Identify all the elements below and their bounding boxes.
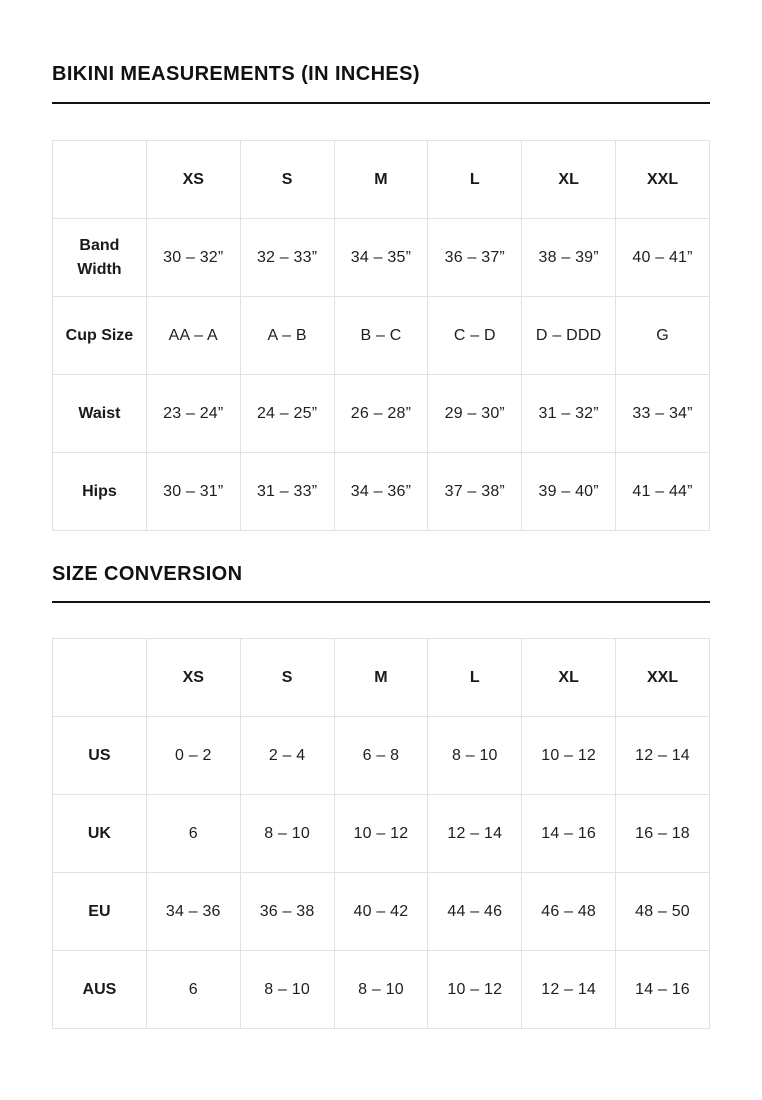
corner-cell xyxy=(52,638,147,717)
cell-value: 41 – 44” xyxy=(615,452,710,531)
cell-value: 8 – 10 xyxy=(239,950,335,1029)
column-header: M xyxy=(333,140,429,219)
cell-value: 2 – 4 xyxy=(239,716,335,795)
table-row: EU 34 – 36 36 – 38 40 – 42 44 – 46 46 – 48 48 … xyxy=(52,872,710,951)
row-label: UK xyxy=(52,794,147,873)
cell-value: 8 – 10 xyxy=(333,950,429,1029)
cell-value: 34 – 36 xyxy=(145,872,241,951)
cell-value: 32 – 33” xyxy=(239,218,335,297)
section-bikini-measurements: BIKINI MEASUREMENTS (IN INCHES) XS S M L XL X… xyxy=(52,62,710,531)
corner-cell xyxy=(52,140,147,219)
size-guide-page: BIKINI MEASUREMENTS (IN INCHES) XS S M L XL X… xyxy=(52,62,710,1029)
cell-value: 6 xyxy=(145,794,241,873)
row-label: Cup Size xyxy=(52,296,147,375)
cell-value: 39 – 40” xyxy=(521,452,617,531)
cell-value: 34 – 35” xyxy=(333,218,429,297)
cell-value: 30 – 32” xyxy=(145,218,241,297)
cell-value: 14 – 16 xyxy=(615,950,710,1029)
cell-value: 30 – 31” xyxy=(145,452,241,531)
cell-value: 0 – 2 xyxy=(145,716,241,795)
cell-value: 31 – 33” xyxy=(239,452,335,531)
cell-value: AA – A xyxy=(145,296,241,375)
cell-value: 36 – 38 xyxy=(239,872,335,951)
cell-value: 48 – 50 xyxy=(615,872,710,951)
column-header: XL xyxy=(521,140,617,219)
row-label: Band Width xyxy=(52,218,147,297)
cell-value: 23 – 24” xyxy=(145,374,241,453)
cell-value: 33 – 34” xyxy=(615,374,710,453)
column-header: XS xyxy=(145,638,241,717)
bikini-measurements-table: XS S M L XL XXL Band Width 30 – 32” 32 – 33” 34 –… xyxy=(52,140,710,531)
table-row: AUS 6 8 – 10 8 – 10 10 – 12 12 – 14 14 – 16 xyxy=(52,950,710,1029)
cell-value: 12 – 14 xyxy=(615,716,710,795)
table-row: Hips 30 – 31” 31 – 33” 34 – 36” 37 – 38” 39 –… xyxy=(52,452,710,531)
bikini-measurements-title: BIKINI MEASUREMENTS (IN INCHES) xyxy=(52,63,420,85)
cell-value: 24 – 25” xyxy=(239,374,335,453)
column-header: XL xyxy=(521,638,617,717)
table-header-row: XS S M L XL XXL xyxy=(52,140,710,219)
title-divider-rule xyxy=(52,102,710,104)
cell-value: 26 – 28” xyxy=(333,374,429,453)
table-row: Band Width 30 – 32” 32 – 33” 34 – 35” 36 – 3… xyxy=(52,218,710,297)
row-label: AUS xyxy=(52,950,147,1029)
cell-value: 6 – 8 xyxy=(333,716,429,795)
cell-value: 12 – 14 xyxy=(521,950,617,1029)
table-row: UK 6 8 – 10 10 – 12 12 – 14 14 – 16 16 – 18 xyxy=(52,794,710,873)
column-header: XXL xyxy=(615,140,710,219)
cell-value: C – D xyxy=(427,296,523,375)
cell-value: 38 – 39” xyxy=(521,218,617,297)
cell-value: 8 – 10 xyxy=(239,794,335,873)
cell-value: 10 – 12 xyxy=(521,716,617,795)
cell-value: 44 – 46 xyxy=(427,872,523,951)
table-header-row: XS S M L XL XXL xyxy=(52,638,710,717)
column-header: S xyxy=(239,638,335,717)
cell-value: 40 – 41” xyxy=(615,218,710,297)
size-conversion-title: SIZE CONVERSION xyxy=(52,563,243,585)
cell-value: 34 – 36” xyxy=(333,452,429,531)
row-label: Hips xyxy=(52,452,147,531)
cell-value: 29 – 30” xyxy=(427,374,523,453)
title-divider-rule xyxy=(52,601,710,603)
column-header: XXL xyxy=(615,638,710,717)
cell-value: 10 – 12 xyxy=(427,950,523,1029)
column-header: M xyxy=(333,638,429,717)
row-label: US xyxy=(52,716,147,795)
cell-value: 14 – 16 xyxy=(521,794,617,873)
cell-value: 10 – 12 xyxy=(333,794,429,873)
cell-value: 8 – 10 xyxy=(427,716,523,795)
cell-value: A – B xyxy=(239,296,335,375)
row-label: EU xyxy=(52,872,147,951)
column-header: L xyxy=(427,140,523,219)
cell-value: D – DDD xyxy=(521,296,617,375)
column-header: L xyxy=(427,638,523,717)
cell-value: 31 – 32” xyxy=(521,374,617,453)
column-header: XS xyxy=(145,140,241,219)
cell-value: 46 – 48 xyxy=(521,872,617,951)
cell-value: B – C xyxy=(333,296,429,375)
column-header: S xyxy=(239,140,335,219)
cell-value: 6 xyxy=(145,950,241,1029)
table-row: Waist 23 – 24” 24 – 25” 26 – 28” 29 – 30” 31 … xyxy=(52,374,710,453)
cell-value: 36 – 37” xyxy=(427,218,523,297)
row-label: Waist xyxy=(52,374,147,453)
cell-value: 16 – 18 xyxy=(615,794,710,873)
cell-value: 12 – 14 xyxy=(427,794,523,873)
cell-value: 37 – 38” xyxy=(427,452,523,531)
cell-value: G xyxy=(615,296,710,375)
cell-value: 40 – 42 xyxy=(333,872,429,951)
